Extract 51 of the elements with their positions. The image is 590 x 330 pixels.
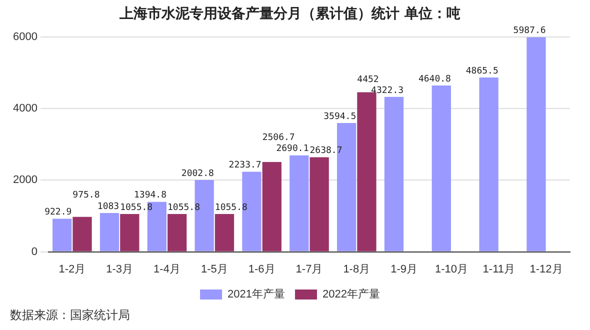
bar	[72, 216, 92, 252]
x-tick-label: 1-2月	[58, 263, 86, 276]
data-label: 975.8	[72, 190, 100, 201]
data-label: 2690.1	[276, 144, 309, 154]
bar	[432, 86, 451, 252]
data-label: 922.9	[44, 208, 72, 218]
legend-label: 2021年产量	[228, 288, 286, 301]
data-label: 4452	[357, 75, 379, 86]
legend-label: 2022年产量	[322, 288, 380, 301]
data-label: 3594.5	[324, 112, 356, 122]
bar	[384, 96, 404, 252]
x-tick-label: 1-4月	[154, 263, 180, 276]
bar	[52, 218, 72, 252]
data-label: 1394.8	[134, 190, 166, 201]
y-tick-label: 2000	[12, 174, 38, 186]
y-tick-label: 0	[31, 246, 38, 258]
x-tick-label: 1-5月	[200, 263, 228, 276]
data-label: 2233.7	[228, 160, 262, 171]
bar	[168, 214, 187, 252]
bar	[310, 157, 329, 252]
bar	[214, 214, 234, 252]
data-label: 4322.3	[371, 86, 404, 96]
y-tick-label: 6000	[12, 30, 38, 43]
bar	[526, 37, 546, 252]
x-tick-label: 1-10月	[434, 263, 468, 276]
bar	[479, 77, 498, 252]
x-tick-label: 1-12月	[530, 263, 563, 276]
x-tick-label: 1-9月	[390, 263, 418, 276]
bar	[120, 214, 140, 252]
chart-title: 上海市水泥专用设备产量分月（累计值）统计 单位：吨	[118, 5, 460, 22]
x-tick-label: 1-11月	[482, 263, 515, 276]
data-label: 1055.8	[168, 202, 200, 213]
data-label: 1055.8	[120, 202, 153, 213]
bar	[290, 155, 309, 252]
bar	[357, 92, 376, 252]
data-label: 5987.6	[513, 26, 546, 36]
data-label: 4640.8	[418, 74, 451, 84]
x-tick-label: 1-7月	[296, 263, 323, 276]
y-tick-label: 4000	[12, 102, 38, 114]
x-tick-label: 1-8月	[343, 263, 370, 276]
data-label: 4865.5	[466, 66, 498, 76]
x-tick-label: 1-6月	[248, 263, 276, 276]
source-note: 数据来源：国家统计局	[10, 308, 130, 322]
data-label: 2002.8	[181, 168, 214, 179]
x-tick-label: 1-3月	[106, 263, 134, 276]
bar	[262, 162, 282, 252]
data-label: 2638.7	[310, 146, 342, 156]
data-label: 1083	[97, 202, 120, 212]
data-label: 1055.8	[214, 202, 248, 213]
bar	[100, 212, 120, 252]
data-label: 2506.7	[262, 132, 295, 143]
